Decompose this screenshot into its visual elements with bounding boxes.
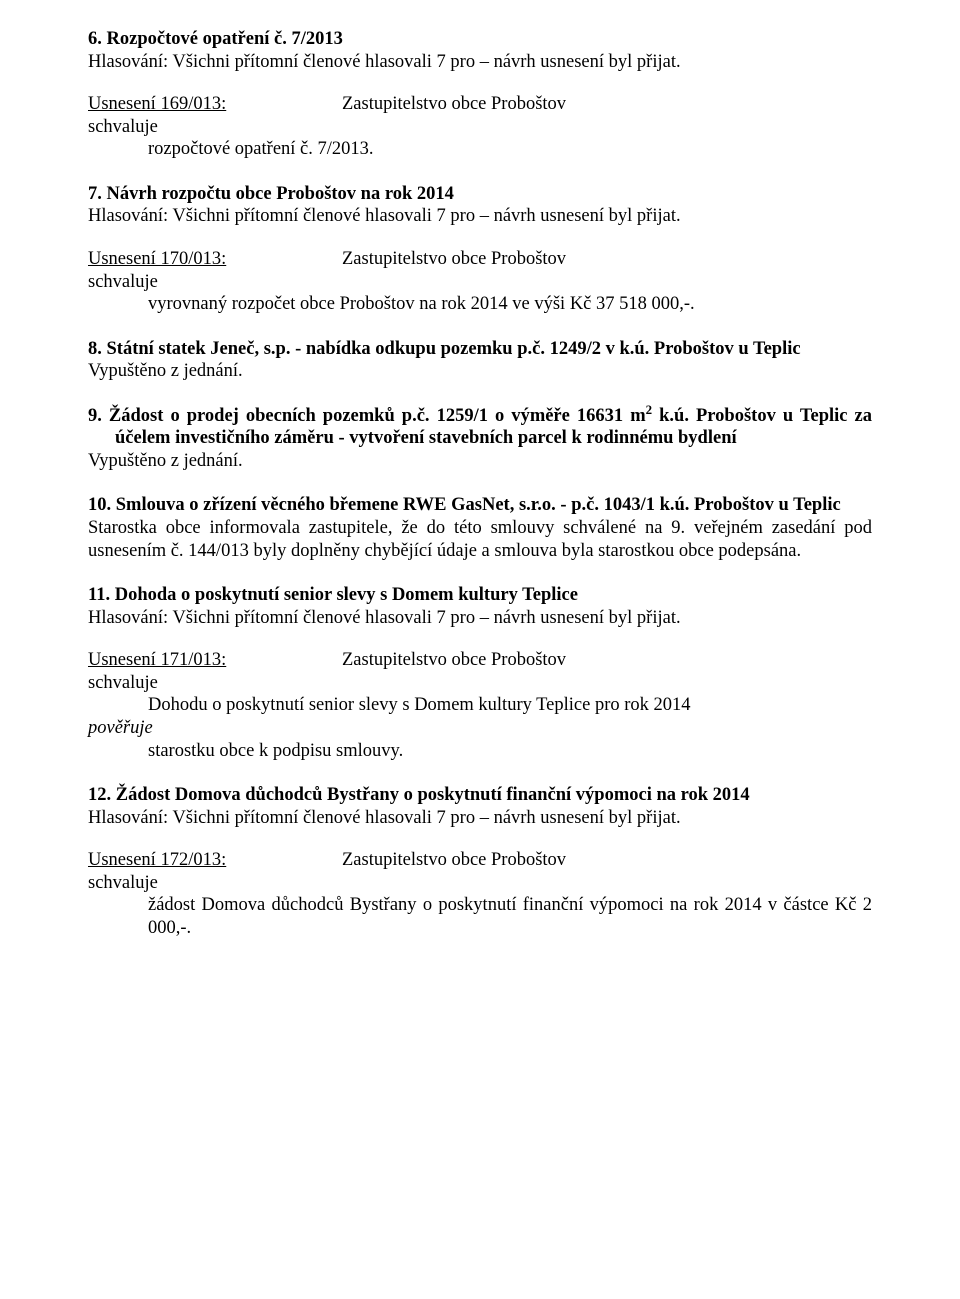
section-9: 9. Žádost o prodej obecních pozemků p.č.… — [88, 405, 872, 473]
resolution-line-170: Usnesení 170/013: Zastupitelstvo obce Pr… — [88, 248, 872, 271]
resolution-body-172: Zastupitelstvo obce Proboštov — [342, 849, 872, 872]
schvaluje-12: schvaluje — [88, 872, 872, 895]
vypusteno-9: Vypuštěno z jednání. — [88, 450, 872, 473]
heading-9-pre: 9. Žádost o prodej obecních pozemků p.č.… — [88, 406, 646, 426]
heading-block-9: 9. Žádost o prodej obecních pozemků p.č.… — [115, 405, 872, 450]
schvaluje-text-11: Dohodu o poskytnutí senior slevy s Domem… — [88, 694, 872, 717]
hlasovani-12: Hlasování: Všichni přítomní členové hlas… — [88, 807, 872, 830]
schvaluje-text-12: žádost Domova důchodců Bystřany o poskyt… — [88, 894, 872, 939]
hlasovani-11: Hlasování: Všichni přítomní členové hlas… — [88, 607, 872, 630]
hlasovani-7: Hlasování: Všichni přítomní členové hlas… — [88, 205, 872, 228]
heading-8: 8. Státní statek Jeneč, s.p. - nabídka o… — [88, 339, 801, 359]
schvaluje-7: schvaluje — [88, 271, 872, 294]
heading-block-10: 10. Smlouva o zřízení věcného břemene RW… — [123, 494, 872, 517]
heading-7: 7. Návrh rozpočtu obce Proboštov na rok … — [88, 183, 872, 206]
heading-12: 12. Žádost Domova důchodců Bystřany o po… — [88, 784, 872, 807]
section-11: 11. Dohoda o poskytnutí senior slevy s D… — [88, 584, 872, 762]
resolution-label-170: Usnesení 170/013: — [88, 248, 342, 271]
heading-block-8: 8. Státní statek Jeneč, s.p. - nabídka o… — [115, 338, 872, 361]
schvaluje-text-7: vyrovnaný rozpočet obce Proboštov na rok… — [88, 293, 872, 316]
resolution-line-169: Usnesení 169/013: Zastupitelstvo obce Pr… — [88, 93, 872, 116]
resolution-body-169: Zastupitelstvo obce Proboštov — [342, 93, 872, 116]
resolution-line-171: Usnesení 171/013: Zastupitelstvo obce Pr… — [88, 649, 872, 672]
poveruje-11: pověřuje — [88, 717, 872, 740]
resolution-body-171: Zastupitelstvo obce Proboštov — [342, 649, 872, 672]
section-12: 12. Žádost Domova důchodců Bystřany o po… — [88, 784, 872, 939]
resolution-line-172: Usnesení 172/013: Zastupitelstvo obce Pr… — [88, 849, 872, 872]
poveruje-text-11: starostku obce k podpisu smlouvy. — [88, 740, 872, 763]
section-10: 10. Smlouva o zřízení věcného břemene RW… — [88, 494, 872, 562]
section-8: 8. Státní statek Jeneč, s.p. - nabídka o… — [88, 338, 872, 383]
schvaluje-11: schvaluje — [88, 672, 872, 695]
heading-11: 11. Dohoda o poskytnutí senior slevy s D… — [88, 584, 872, 607]
resolution-body-170: Zastupitelstvo obce Proboštov — [342, 248, 872, 271]
vypusteno-8: Vypuštěno z jednání. — [88, 360, 872, 383]
resolution-label-171: Usnesení 171/013: — [88, 649, 342, 672]
section-7: 7. Návrh rozpočtu obce Proboštov na rok … — [88, 183, 872, 316]
resolution-label-169: Usnesení 169/013: — [88, 93, 342, 116]
schvaluje-text-6: rozpočtové opatření č. 7/2013. — [88, 138, 872, 161]
body-10: Starostka obce informovala zastupitele, … — [88, 517, 872, 562]
heading-9: 9. Žádost o prodej obecních pozemků p.č.… — [88, 406, 872, 449]
heading-6: 6. Rozpočtové opatření č. 7/2013 — [88, 28, 872, 51]
resolution-label-172: Usnesení 172/013: — [88, 849, 342, 872]
section-6: 6. Rozpočtové opatření č. 7/2013 Hlasová… — [88, 28, 872, 161]
hlasovani-6: Hlasování: Všichni přítomní členové hlas… — [88, 51, 872, 74]
schvaluje-6: schvaluje — [88, 116, 872, 139]
heading-10: 10. Smlouva o zřízení věcného břemene RW… — [88, 495, 841, 515]
